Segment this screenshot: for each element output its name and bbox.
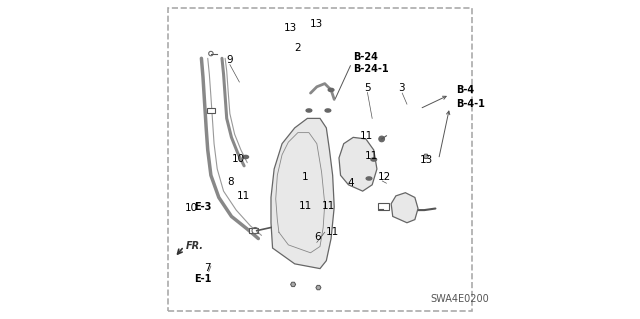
Text: B-24: B-24: [353, 52, 378, 62]
Text: 4: 4: [348, 178, 354, 188]
Polygon shape: [424, 154, 428, 159]
Circle shape: [379, 136, 385, 142]
FancyBboxPatch shape: [168, 8, 472, 311]
Text: B-4: B-4: [456, 85, 474, 95]
Text: 5: 5: [364, 83, 371, 93]
Text: 9: 9: [227, 55, 233, 65]
Polygon shape: [391, 193, 418, 223]
Text: 10: 10: [232, 154, 245, 164]
Text: 3: 3: [398, 83, 405, 93]
Text: B-4-1: B-4-1: [456, 99, 485, 109]
Ellipse shape: [325, 109, 331, 112]
FancyBboxPatch shape: [378, 204, 388, 211]
Ellipse shape: [306, 109, 312, 112]
Text: B-24-1: B-24-1: [353, 64, 389, 74]
Text: 11: 11: [322, 201, 335, 211]
Text: 13: 13: [284, 23, 296, 33]
Text: 1: 1: [302, 172, 308, 182]
Text: 6: 6: [314, 232, 321, 242]
Ellipse shape: [371, 158, 376, 161]
Text: 11: 11: [326, 227, 339, 237]
Text: E-1: E-1: [194, 274, 211, 284]
Polygon shape: [271, 118, 334, 269]
Polygon shape: [339, 137, 377, 191]
Polygon shape: [316, 286, 321, 290]
Text: 11: 11: [360, 131, 373, 141]
Text: 11: 11: [365, 151, 378, 161]
Text: 13: 13: [420, 154, 433, 165]
Text: 13: 13: [310, 19, 323, 29]
Text: 11: 11: [299, 201, 312, 211]
Text: FR.: FR.: [186, 241, 204, 251]
Text: E-3: E-3: [194, 202, 211, 212]
Polygon shape: [291, 282, 296, 286]
Text: 12: 12: [378, 172, 392, 182]
Text: 2: 2: [294, 43, 301, 53]
Ellipse shape: [366, 177, 372, 180]
Ellipse shape: [243, 155, 248, 159]
Ellipse shape: [328, 88, 334, 92]
Text: 7: 7: [204, 263, 211, 273]
Text: 8: 8: [227, 177, 234, 187]
Text: 10: 10: [185, 203, 198, 212]
FancyBboxPatch shape: [207, 108, 214, 113]
FancyBboxPatch shape: [249, 228, 258, 233]
Text: SWA4E0200: SWA4E0200: [431, 293, 490, 304]
Text: 11: 11: [237, 191, 250, 202]
